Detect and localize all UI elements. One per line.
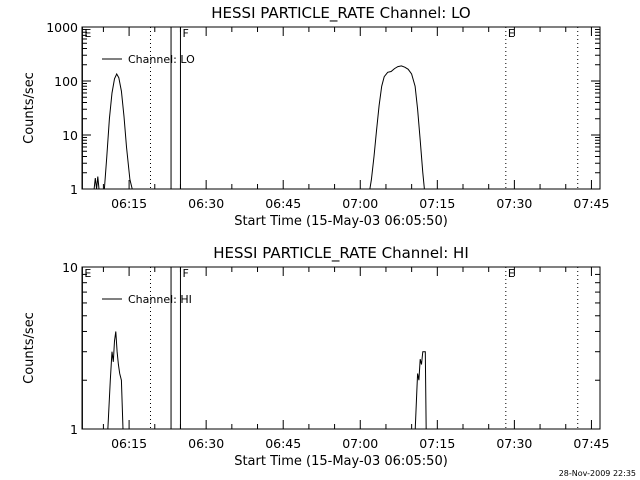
x-tick-label: 06:45 xyxy=(265,436,301,451)
y-tick-label: 10 xyxy=(62,260,78,275)
series-line xyxy=(93,72,133,189)
event-marker-label: E xyxy=(508,267,515,280)
y-tick-label: 10 xyxy=(62,128,78,143)
chart-panel-hi: HESSI PARTICLE_RATE Channel: HI Counts/se… xyxy=(22,244,609,469)
y-axis-label: Counts/sec xyxy=(22,72,37,144)
chart-title: HESSI PARTICLE_RATE Channel: HI xyxy=(213,244,469,263)
x-tick-label: 06:30 xyxy=(188,196,224,211)
series-line xyxy=(107,331,124,429)
x-tick-label: 07:00 xyxy=(342,436,378,451)
event-marker-label: F xyxy=(182,27,188,40)
series-line xyxy=(369,65,425,189)
legend-label: Channel: HI xyxy=(128,293,192,306)
x-tick-label: 07:15 xyxy=(419,196,455,211)
x-tick-label: 07:00 xyxy=(342,196,378,211)
x-tick-label: 07:30 xyxy=(496,196,532,211)
series-line xyxy=(414,351,427,429)
x-tick-label: 06:30 xyxy=(188,436,224,451)
event-marker-label: E xyxy=(84,267,91,280)
x-tick-label: 07:45 xyxy=(573,436,609,451)
event-marker-label: E xyxy=(84,27,91,40)
x-axis-label: Start Time (15-May-03 06:05:50) xyxy=(234,454,448,469)
chart-panel-lo: HESSI PARTICLE_RATE Channel: LO Counts/se… xyxy=(22,4,609,229)
x-tick-label: 06:45 xyxy=(265,196,301,211)
footer-date: 28-Nov-2009 22:35 xyxy=(559,469,636,478)
x-tick-label: 07:15 xyxy=(419,436,455,451)
y-axis-label: Counts/sec xyxy=(22,312,37,384)
x-axis-label: Start Time (15-May-03 06:05:50) xyxy=(234,214,448,229)
chart-title: HESSI PARTICLE_RATE Channel: LO xyxy=(211,4,470,23)
y-tick-label: 1000 xyxy=(46,20,78,35)
legend-label: Channel: LO xyxy=(128,53,195,66)
y-tick-label: 1 xyxy=(70,182,78,197)
plot-frame xyxy=(81,26,601,190)
y-tick-label: 100 xyxy=(54,74,78,89)
y-tick-label: 1 xyxy=(70,422,78,437)
x-tick-label: 06:15 xyxy=(111,436,147,451)
x-tick-label: 07:45 xyxy=(573,196,609,211)
event-marker-label: E xyxy=(508,27,515,40)
plot-frame xyxy=(81,266,601,430)
event-marker-label: F xyxy=(182,267,188,280)
x-tick-label: 06:15 xyxy=(111,196,147,211)
x-tick-label: 07:30 xyxy=(496,436,532,451)
